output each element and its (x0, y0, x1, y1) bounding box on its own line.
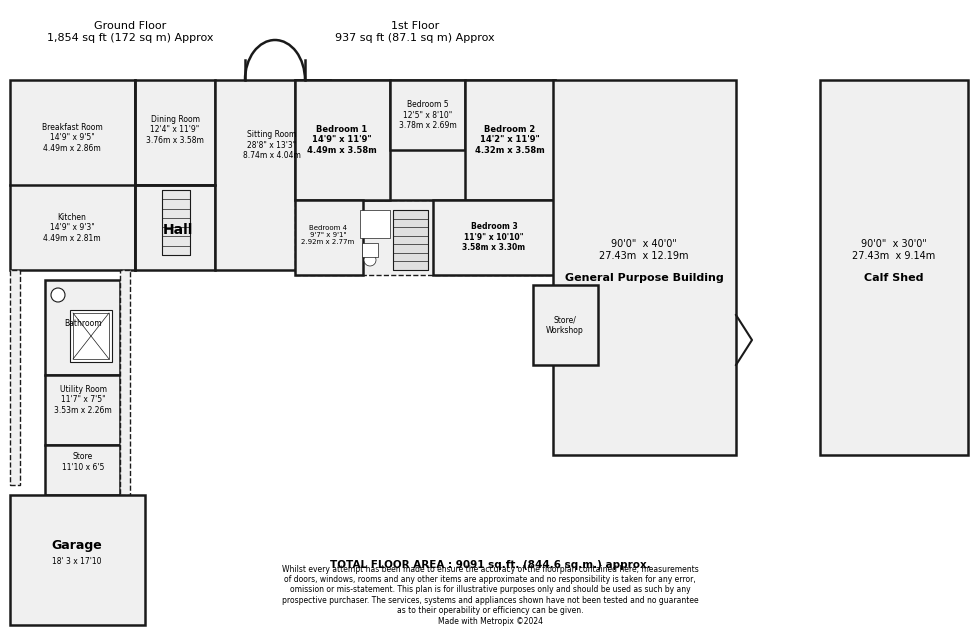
Bar (73, 313, 109, 359)
Bar (465, 80, 555, 200)
Text: Bedroom 3
11'9" x 10'10"
3.58m x 3.30m: Bedroom 3 11'9" x 10'10" 3.58m x 3.30m (463, 222, 525, 252)
Text: Whilst every attempt has been made to ensure the accuracy of the floorplan conta: Whilst every attempt has been made to en… (281, 564, 699, 626)
Bar (162, 190, 190, 255)
Bar (70, 310, 112, 362)
Text: Garage: Garage (52, 538, 102, 552)
Text: Utility Room
11'7" x 7'5"
3.53m x 2.26m: Utility Room 11'7" x 7'5" 3.53m x 2.26m (54, 385, 112, 415)
Bar (393, 210, 428, 270)
Bar (362, 243, 378, 257)
Bar (45, 280, 120, 375)
Text: 1st Floor
937 sq ft (87.1 sq m) Approx: 1st Floor 937 sq ft (87.1 sq m) Approx (335, 21, 495, 43)
Text: Store
11'10 x 6'5: Store 11'10 x 6'5 (62, 452, 104, 472)
Text: Bedroom 1
14'9" x 11'9"
4.49m x 3.58m: Bedroom 1 14'9" x 11'9" 4.49m x 3.58m (307, 125, 377, 155)
Text: Store/
Workshop: Store/ Workshop (546, 315, 584, 334)
Bar (45, 375, 120, 445)
Bar (10, 495, 145, 625)
Text: 90'0"  x 30'0"
27.43m  x 9.14m: 90'0" x 30'0" 27.43m x 9.14m (853, 240, 936, 261)
Text: TOTAL FLOOR AREA : 9091 sq.ft. (844.6 sq.m.) approx.: TOTAL FLOOR AREA : 9091 sq.ft. (844.6 sq… (329, 560, 651, 570)
Text: Breakfast Room
14'9" x 9'5"
4.49m x 2.86m: Breakfast Room 14'9" x 9'5" 4.49m x 2.86… (41, 123, 102, 153)
Text: Sitting Room
28'8" x 13'3"
8.74m x 4.04m: Sitting Room 28'8" x 13'3" 8.74m x 4.04m (243, 130, 301, 160)
Bar (433, 200, 555, 275)
Bar (295, 80, 390, 200)
Bar (295, 80, 555, 200)
Bar (295, 200, 363, 275)
Text: 90'0"  x 40'0"
27.43m  x 12.19m: 90'0" x 40'0" 27.43m x 12.19m (599, 240, 689, 261)
Bar (45, 445, 120, 495)
Text: Kitchen
14'9" x 9'3"
4.49m x 2.81m: Kitchen 14'9" x 9'3" 4.49m x 2.81m (43, 213, 101, 243)
Bar (215, 80, 330, 270)
Bar (10, 270, 20, 485)
Text: 18' 3 x 17'10: 18' 3 x 17'10 (52, 557, 102, 566)
Circle shape (51, 288, 65, 302)
Bar (533, 285, 598, 365)
Text: Bedroom 4
9'7" x 9'1"
2.92m x 2.77m: Bedroom 4 9'7" x 9'1" 2.92m x 2.77m (302, 225, 355, 245)
Text: Hall: Hall (163, 223, 193, 237)
Bar (820, 80, 968, 455)
Bar (295, 200, 555, 275)
Bar (10, 80, 135, 270)
Circle shape (364, 254, 376, 266)
Text: Ground Floor
1,854 sq ft (172 sq m) Approx: Ground Floor 1,854 sq ft (172 sq m) Appr… (47, 21, 214, 43)
Text: Bedroom 5
12'5" x 8'10"
3.78m x 2.69m: Bedroom 5 12'5" x 8'10" 3.78m x 2.69m (399, 100, 457, 130)
Text: General Purpose Building: General Purpose Building (564, 273, 723, 283)
Bar (390, 80, 465, 150)
Bar (135, 185, 215, 270)
Bar (553, 80, 736, 455)
Bar (135, 80, 215, 185)
Text: Bedroom 2
14'2" x 11'9"
4.32m x 3.58m: Bedroom 2 14'2" x 11'9" 4.32m x 3.58m (475, 125, 545, 155)
Bar (360, 210, 390, 238)
Text: Calf Shed: Calf Shed (864, 273, 924, 283)
Bar (120, 270, 130, 495)
Text: Dining Room
12'4" x 11'9"
3.76m x 3.58m: Dining Room 12'4" x 11'9" 3.76m x 3.58m (146, 115, 204, 145)
Text: Bathroom: Bathroom (64, 318, 102, 327)
